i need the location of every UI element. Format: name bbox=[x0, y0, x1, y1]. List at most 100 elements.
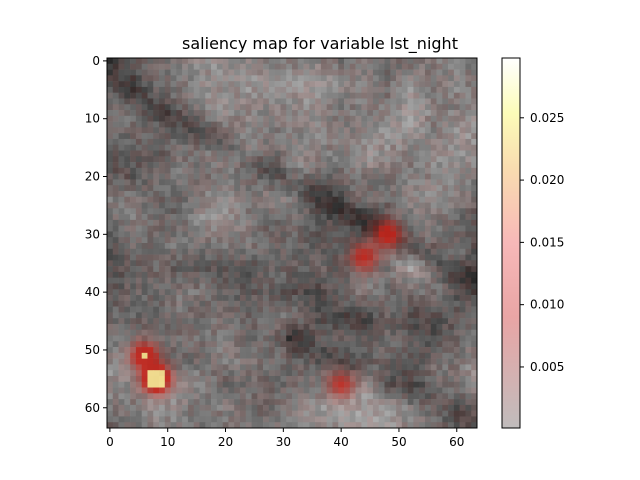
heatmap-cell bbox=[424, 393, 432, 400]
heatmap-cell bbox=[222, 318, 229, 325]
heatmap-cell bbox=[344, 219, 351, 226]
heatmap-cell bbox=[112, 69, 119, 76]
heatmap-cell bbox=[164, 399, 171, 406]
heatmap-cell bbox=[326, 323, 333, 331]
heatmap-cell bbox=[176, 110, 183, 117]
heatmap-cell bbox=[465, 370, 472, 377]
heatmap-cell bbox=[263, 271, 270, 278]
heatmap-cell bbox=[153, 69, 160, 76]
heatmap-cell bbox=[141, 370, 148, 377]
heatmap-cell bbox=[112, 295, 119, 302]
heatmap-cell bbox=[159, 410, 166, 417]
heatmap-cell bbox=[159, 58, 166, 65]
heatmap-cell bbox=[297, 254, 304, 261]
heatmap-cell bbox=[401, 306, 408, 313]
heatmap-cell bbox=[424, 110, 432, 117]
heatmap-cell bbox=[222, 98, 229, 105]
heatmap-cell bbox=[309, 300, 316, 307]
heatmap-cell bbox=[303, 202, 310, 209]
heatmap-cell bbox=[251, 352, 258, 359]
heatmap-cell bbox=[234, 86, 241, 93]
heatmap-cell bbox=[239, 243, 247, 250]
heatmap-cell bbox=[159, 393, 166, 400]
heatmap-cell bbox=[355, 393, 362, 400]
heatmap-cell bbox=[424, 283, 432, 290]
heatmap-cell bbox=[396, 179, 403, 186]
heatmap-cell bbox=[384, 69, 391, 76]
heatmap-cell bbox=[407, 248, 414, 255]
heatmap-cell bbox=[205, 150, 212, 157]
heatmap-cell bbox=[326, 318, 333, 325]
heatmap-cell bbox=[396, 300, 403, 307]
heatmap-cell bbox=[274, 63, 281, 70]
heatmap-cell bbox=[355, 63, 362, 70]
heatmap-cell bbox=[153, 138, 160, 146]
heatmap-cell bbox=[407, 335, 414, 342]
heatmap-cell bbox=[130, 98, 137, 105]
heatmap-cell bbox=[303, 219, 310, 226]
heatmap-cell bbox=[326, 254, 333, 261]
heatmap-cell bbox=[164, 364, 171, 371]
heatmap-cell bbox=[378, 347, 385, 354]
heatmap-cell bbox=[182, 127, 189, 134]
heatmap-cell bbox=[187, 266, 195, 273]
heatmap-cell bbox=[419, 167, 426, 174]
heatmap-cell bbox=[263, 381, 270, 388]
heatmap-cell bbox=[205, 179, 212, 186]
heatmap-cell bbox=[239, 393, 247, 400]
heatmap-cell bbox=[424, 323, 432, 331]
heatmap-cell bbox=[170, 121, 177, 128]
heatmap-cell bbox=[413, 86, 420, 93]
heatmap-cell bbox=[471, 208, 478, 215]
heatmap-cell bbox=[401, 179, 408, 186]
heatmap-cell bbox=[401, 86, 408, 93]
colorbar-tick-label: 0.015 bbox=[530, 235, 564, 249]
heatmap-cell bbox=[216, 283, 223, 290]
heatmap-cell bbox=[349, 410, 356, 417]
heatmap-cell bbox=[303, 312, 310, 319]
heatmap-cell bbox=[257, 208, 264, 215]
heatmap-cell bbox=[361, 185, 368, 192]
heatmap-cell bbox=[338, 208, 345, 215]
heatmap-cell bbox=[239, 277, 247, 284]
x-tick-label: 60 bbox=[449, 435, 464, 449]
heatmap-cell bbox=[320, 81, 327, 88]
heatmap-cell bbox=[228, 399, 235, 406]
heatmap-cell bbox=[245, 98, 252, 105]
heatmap-cell bbox=[187, 104, 195, 111]
heatmap-cell bbox=[372, 75, 380, 82]
heatmap-cell bbox=[170, 289, 177, 296]
heatmap-cell bbox=[228, 289, 235, 296]
heatmap-cell bbox=[349, 329, 356, 336]
heatmap-cell bbox=[251, 81, 258, 88]
heatmap-cell bbox=[344, 352, 351, 359]
heatmap-cell bbox=[193, 323, 200, 331]
heatmap-cell bbox=[118, 387, 125, 394]
heatmap-cell bbox=[216, 399, 223, 406]
heatmap-cell bbox=[471, 162, 478, 169]
heatmap-cell bbox=[130, 422, 137, 429]
heatmap-cell bbox=[216, 214, 223, 221]
heatmap-cell bbox=[187, 167, 195, 174]
heatmap-cell bbox=[355, 86, 362, 93]
heatmap-cell bbox=[222, 271, 229, 278]
heatmap-cell bbox=[193, 375, 200, 383]
x-tick-label: 20 bbox=[218, 435, 233, 449]
heatmap-cell bbox=[372, 312, 380, 319]
heatmap-cell bbox=[182, 387, 189, 394]
heatmap-cell bbox=[424, 416, 432, 423]
heatmap-cell bbox=[349, 295, 356, 302]
heatmap-cell bbox=[378, 162, 385, 169]
heatmap-cell bbox=[407, 167, 414, 174]
heatmap-cell bbox=[239, 404, 247, 411]
heatmap-cell bbox=[211, 260, 218, 267]
heatmap-cell bbox=[130, 410, 137, 417]
heatmap-cell bbox=[453, 150, 460, 157]
heatmap-cell bbox=[130, 260, 137, 267]
heatmap-cell bbox=[303, 300, 310, 307]
heatmap-cell bbox=[228, 329, 235, 336]
heatmap-cell bbox=[384, 375, 391, 383]
heatmap-cell bbox=[107, 243, 114, 250]
heatmap-cell bbox=[199, 86, 206, 93]
heatmap-cell bbox=[332, 347, 339, 354]
